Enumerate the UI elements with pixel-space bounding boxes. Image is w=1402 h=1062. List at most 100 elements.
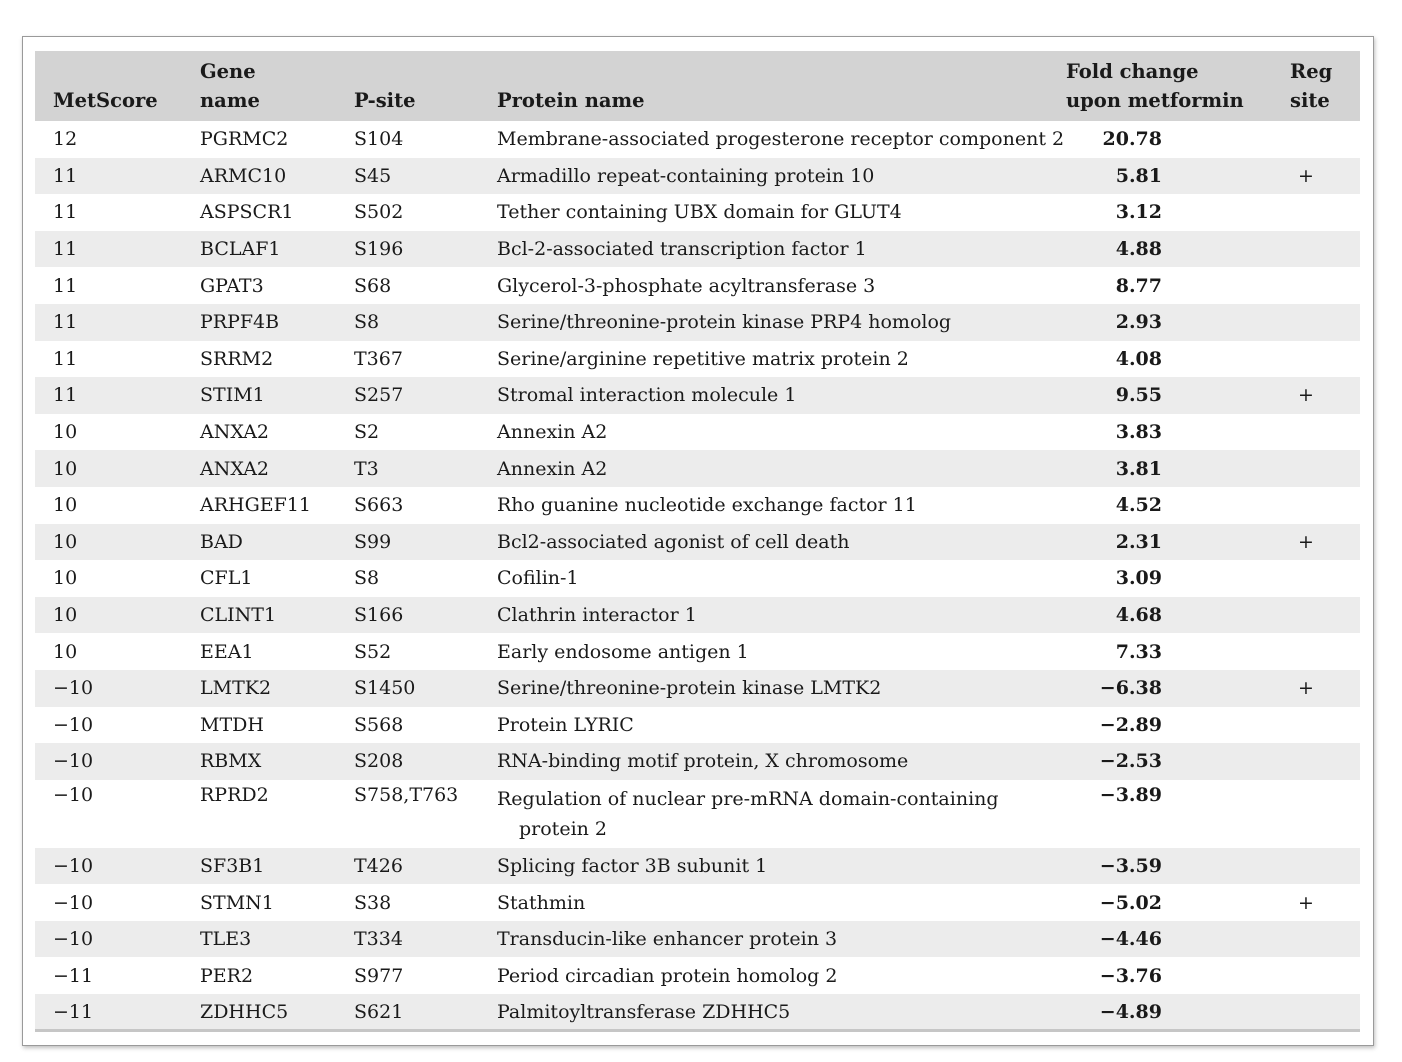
cell-psite-text: S45: [354, 164, 392, 187]
table-row: 12 PGRMC2 S104 Membrane-associated progeste…: [35, 121, 1360, 158]
cell-fold-change: −6.38: [1064, 670, 1282, 707]
cell-psite: S38: [336, 884, 479, 921]
cell-gene-name-text: STIM1: [200, 384, 265, 407]
table-header: MetScore Gene name P-site Protein name Fo…: [35, 51, 1360, 121]
cell-psite: S196: [336, 231, 479, 268]
cell-metscore: 10: [35, 487, 182, 524]
cell-psite: S8: [336, 560, 479, 597]
cell-protein-name-text: Stromal interaction molecule 1: [497, 384, 797, 407]
cell-protein-name: Transducin-like enhancer protein 3: [479, 921, 1064, 958]
cell-metscore-text: 11: [53, 164, 78, 187]
cell-metscore: −10: [35, 670, 182, 707]
cell-metscore-text: 10: [53, 640, 78, 663]
cell-metscore: 11: [35, 377, 182, 414]
cell-gene-name: CFL1: [182, 560, 336, 597]
cell-protein-name-text: Early endosome antigen 1: [497, 640, 749, 663]
cell-psite-text: T334: [354, 928, 403, 951]
table-row: 11 SRRM2 T367 Serine/arginine repetitive ma…: [35, 341, 1360, 378]
cell-protein-name-text: Clathrin interactor 1: [497, 604, 697, 627]
cell-psite: S568: [336, 707, 479, 744]
cell-psite-text: S502: [354, 201, 404, 224]
cell-fold-change: 9.55: [1064, 377, 1282, 414]
table-row: −11 PER2 S977 Period circadian protein homo…: [35, 957, 1360, 994]
cell-reg-site: [1282, 957, 1360, 994]
cell-reg-site-text: +: [1298, 530, 1314, 553]
cell-metscore: −10: [35, 848, 182, 885]
table-row: 10 ARHGEF11 S663 Rho guanine nucleotide exc…: [35, 487, 1360, 524]
cell-protein-name: Glycerol-3-phosphate acyltransferase 3: [479, 267, 1064, 304]
cell-gene-name: STIM1: [182, 377, 336, 414]
cell-gene-name-text: BAD: [200, 530, 243, 553]
cell-protein-name: Tether containing UBX domain for GLUT4: [479, 194, 1064, 231]
cell-reg-site: +: [1282, 158, 1360, 195]
cell-fold-change-text: −6.38: [1099, 677, 1162, 700]
cell-metscore-text: −10: [53, 783, 94, 806]
cell-psite: S621: [336, 994, 479, 1033]
cell-protein-name: Bcl-2-associated transcription factor 1: [479, 231, 1064, 268]
cell-psite-text: T426: [354, 854, 403, 877]
cell-metscore: −10: [35, 707, 182, 744]
cell-fold-change-text: −5.02: [1099, 891, 1162, 914]
cell-gene-name-text: PRPF4B: [200, 311, 280, 334]
cell-protein-name-text: Stathmin: [497, 891, 586, 914]
cell-metscore: −11: [35, 957, 182, 994]
cell-protein-name-text: Membrane-associated progesterone recepto…: [497, 128, 1065, 151]
cell-fold-change: 4.68: [1064, 597, 1282, 634]
cell-fold-change: −3.59: [1064, 848, 1282, 885]
cell-protein-name: Armadillo repeat-containing protein 10: [479, 158, 1064, 195]
table-row: −10 TLE3 T334 Transducin-like enhancer prot…: [35, 920, 1360, 958]
cell-gene-name: SRRM2: [182, 341, 336, 378]
cell-reg-site: +: [1282, 670, 1360, 707]
header-psite: P-site: [354, 89, 416, 112]
cell-fold-change: −3.76: [1064, 957, 1282, 994]
cell-psite-text: S977: [354, 964, 404, 987]
cell-fold-change: 4.88: [1064, 231, 1282, 268]
cell-fold-change: 7.33: [1064, 633, 1282, 670]
cell-protein-name: Palmitoyltransferase ZDHHC5: [479, 994, 1064, 1033]
table-row: 11 STIM1 S257 Stromal interaction molecule …: [35, 377, 1360, 414]
cell-reg-site: +: [1282, 377, 1360, 414]
cell-psite: S663: [336, 487, 479, 524]
cell-gene-name-text: TLE3: [200, 928, 252, 951]
cell-gene-name-text: GPAT3: [200, 274, 264, 297]
cell-protein-name-text: Serine/threonine-protein kinase LMTK2: [497, 677, 882, 700]
cell-psite-text: S196: [354, 238, 404, 261]
cell-protein-name: Protein LYRIC: [479, 707, 1064, 744]
cell-metscore-text: −11: [53, 1000, 94, 1023]
header-reg-site: Reg site: [1290, 60, 1333, 112]
cell-reg-site: [1282, 450, 1360, 487]
cell-protein-name-text: Palmitoyltransferase ZDHHC5: [497, 1000, 791, 1023]
cell-reg-site: [1282, 267, 1360, 304]
cell-protein-name-text: Period circadian protein homolog 2: [497, 964, 838, 987]
cell-reg-site-text: +: [1298, 164, 1314, 187]
cell-reg-site-text: +: [1298, 384, 1314, 407]
cell-reg-site: [1282, 560, 1360, 597]
cell-reg-site: [1282, 633, 1360, 670]
table-row: −10 SF3B1 T426 Splicing factor 3B subunit 1…: [35, 847, 1360, 885]
cell-metscore: −10: [35, 743, 182, 780]
cell-metscore-text: 11: [53, 311, 78, 334]
cell-protein-name: Bcl2-associated agonist of cell death: [479, 524, 1064, 561]
cell-reg-site-text: +: [1298, 891, 1314, 914]
cell-protein-name: Cofilin-1: [479, 560, 1064, 597]
cell-gene-name-text: RPRD2: [200, 783, 269, 806]
cell-fold-change: 3.09: [1064, 560, 1282, 597]
cell-protein-name: Serine/threonine-protein kinase PRP4 hom…: [479, 304, 1064, 341]
cell-metscore-text: 11: [53, 238, 78, 261]
cell-metscore-text: 10: [53, 530, 78, 553]
cell-metscore: 10: [35, 633, 182, 670]
cell-protein-name: Annexin A2: [479, 450, 1064, 487]
cell-fold-change: 4.52: [1064, 487, 1282, 524]
cell-metscore-text: 10: [53, 567, 78, 590]
cell-psite-text: S663: [354, 494, 404, 517]
cell-reg-site: [1282, 194, 1360, 231]
cell-fold-change: −4.46: [1064, 921, 1282, 958]
cell-gene-name-text: BCLAF1: [200, 238, 281, 261]
cell-metscore-text: −10: [53, 750, 94, 773]
cell-metscore-text: 10: [53, 421, 78, 444]
cell-fold-change-text: 3.81: [1115, 457, 1162, 480]
cell-gene-name-text: ASPSCR1: [200, 201, 294, 224]
cell-fold-change-text: −3.89: [1099, 783, 1162, 806]
cell-fold-change: −4.89: [1064, 994, 1282, 1033]
cell-metscore: 11: [35, 194, 182, 231]
